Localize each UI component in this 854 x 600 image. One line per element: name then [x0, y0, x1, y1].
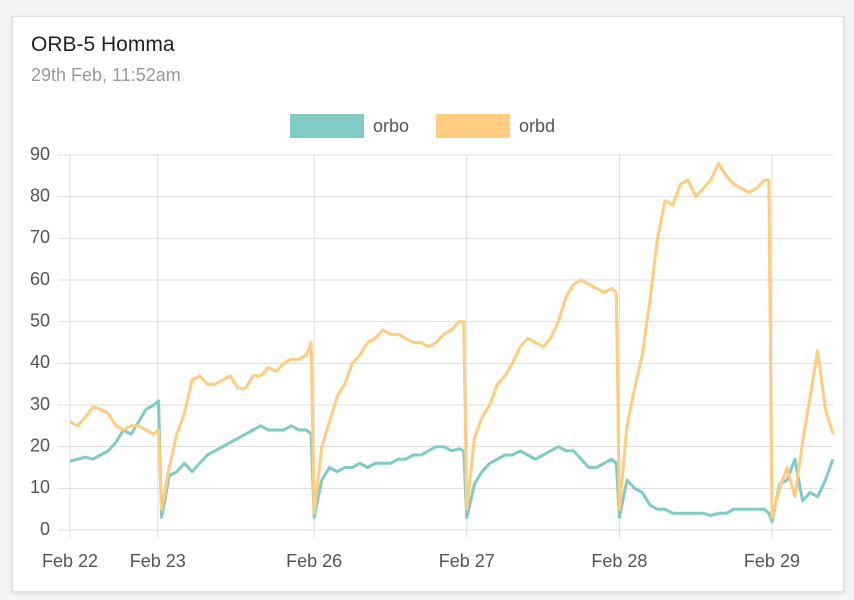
x-tick-label: Feb 22 [42, 551, 98, 571]
card: ORB-5 Homma 29th Feb, 11:52am [12, 16, 844, 592]
x-tick-label: Feb 27 [439, 551, 495, 571]
x-tick-label: Feb 23 [130, 551, 186, 571]
y-tick-label: 50 [30, 310, 50, 330]
x-tick-label: Feb 29 [744, 551, 800, 571]
y-tick-label: 0 [40, 519, 50, 539]
y-tick-label: 30 [30, 394, 50, 414]
y-tick-label: 90 [30, 144, 50, 164]
y-tick-label: 10 [30, 477, 50, 497]
subtitle: 29th Feb, 11:52am [31, 65, 181, 85]
x-tick-label: Feb 28 [591, 551, 647, 571]
y-tick-label: 80 [30, 185, 50, 205]
y-tick-label: 70 [30, 227, 50, 247]
legend-swatch [436, 114, 510, 138]
legend-label: orbd [519, 116, 555, 136]
legend-label: orbo [373, 116, 409, 136]
series-line [69, 399, 835, 524]
title: ORB-5 Homma [31, 33, 175, 56]
y-tick-label: 20 [30, 435, 50, 455]
y-tick-label: 40 [30, 352, 50, 372]
y-tick-label: 60 [30, 269, 50, 289]
legend-swatch [290, 114, 364, 138]
x-tick-label: Feb 26 [286, 551, 342, 571]
series-line [69, 161, 835, 519]
